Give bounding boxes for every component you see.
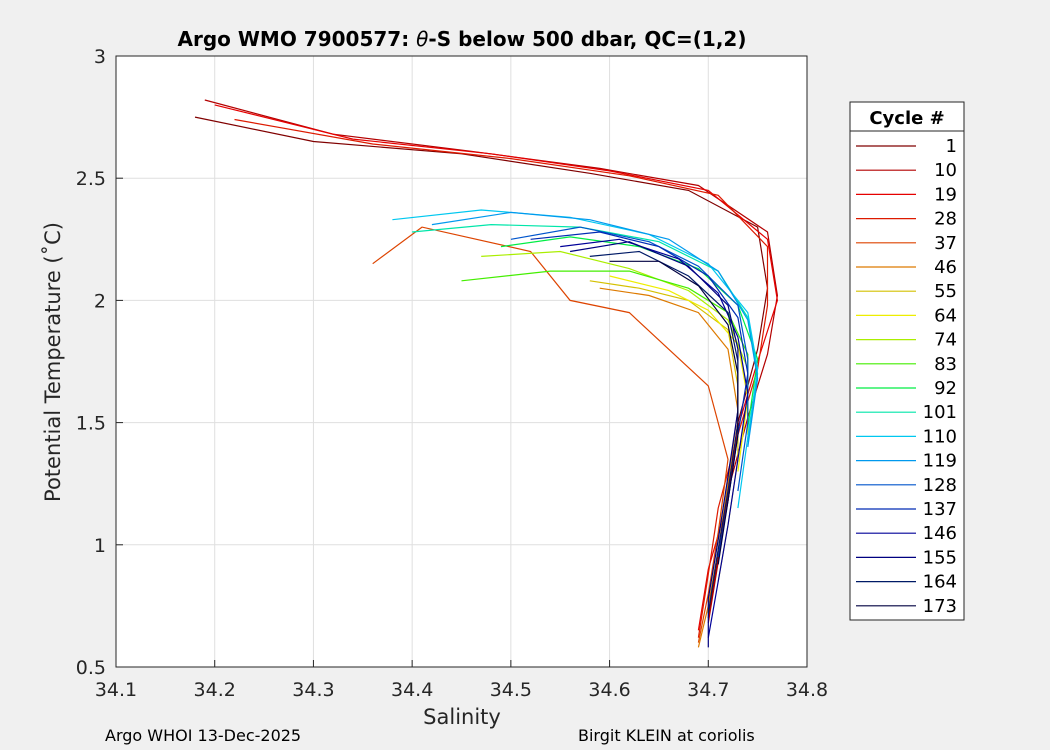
series-line-cycle-92 <box>500 236 759 428</box>
series-line-cycle-146 <box>560 238 749 638</box>
x-tick-label: 34.5 <box>490 679 532 701</box>
legend-label-cycle-146: 146 <box>923 523 957 544</box>
series-line-cycle-37 <box>372 226 729 643</box>
x-tick-label: 34.3 <box>292 679 334 701</box>
plot-border <box>115 55 808 668</box>
legend-label-cycle-19: 19 <box>934 184 957 205</box>
series-line-cycle-164 <box>589 250 739 614</box>
x-tick-labels: 34.1 34.2 34.3 34.4 34.5 34.6 34.7 34.8 <box>95 660 828 701</box>
series-line-cycle-119 <box>431 211 759 448</box>
y-axis-label: Potential Temperature (˚C) <box>41 222 65 502</box>
footer-right: Birgit KLEIN at coriolis <box>578 726 755 745</box>
legend-label-cycle-92: 92 <box>934 378 957 399</box>
y-tick-labels: 0.5 1 1.5 2 2.5 3 <box>76 46 123 679</box>
x-tick-label: 34.2 <box>194 679 236 701</box>
x-tick-label: 34.8 <box>786 679 828 701</box>
y-tick-label: 3 <box>94 46 106 68</box>
series-lines <box>194 99 779 648</box>
x-axis-label: Salinity <box>423 705 501 729</box>
series-line-cycle-128 <box>510 226 749 492</box>
series-line-cycle-173 <box>609 260 739 565</box>
y-tick-label: 0.5 <box>76 657 106 679</box>
legend-label-cycle-164: 164 <box>923 572 957 593</box>
x-tick-label: 34.7 <box>687 679 729 701</box>
chart-title: Argo WMO 7900577: θ-S below 500 dbar, QC… <box>178 27 747 51</box>
plot-area <box>115 55 808 668</box>
y-tick-label: 2.5 <box>76 168 106 190</box>
legend-label-cycle-74: 74 <box>934 330 957 351</box>
legend-entries: 1101928374655647483921011101191281371461… <box>856 136 957 617</box>
chart-title-suffix: -S below 500 dbar, QC=(1,2) <box>428 27 746 51</box>
legend-label-cycle-155: 155 <box>923 547 957 568</box>
series-line-cycle-64 <box>609 275 749 472</box>
legend-label-cycle-128: 128 <box>923 475 957 496</box>
footer-left: Argo WHOI 13-Dec-2025 <box>105 726 301 745</box>
chart-title-theta: θ <box>416 27 428 51</box>
series-line-cycle-28 <box>234 118 769 638</box>
x-tick-label: 34.4 <box>391 679 433 701</box>
legend-label-cycle-55: 55 <box>934 281 957 302</box>
legend-label-cycle-173: 173 <box>923 596 957 617</box>
legend-label-cycle-83: 83 <box>934 354 957 375</box>
x-tick-label: 34.1 <box>95 679 137 701</box>
legend-label-cycle-110: 110 <box>923 426 957 447</box>
legend-label-cycle-64: 64 <box>934 305 957 326</box>
series-line-cycle-101 <box>412 223 759 443</box>
chart-title-prefix: Argo WMO 7900577: <box>178 27 417 51</box>
legend-label-cycle-101: 101 <box>923 402 957 423</box>
series-line-cycle-83 <box>461 270 749 418</box>
legend-label-cycle-119: 119 <box>923 451 957 472</box>
legend: Cycle # 11019283746556474839210111011912… <box>849 101 965 621</box>
legend-label-cycle-37: 37 <box>934 233 957 254</box>
legend-label-cycle-1: 1 <box>946 136 957 157</box>
legend-label-cycle-137: 137 <box>923 499 957 520</box>
y-tick-label: 1 <box>94 535 106 557</box>
legend-label-cycle-28: 28 <box>934 209 957 230</box>
y-tick-label: 2 <box>94 290 106 312</box>
legend-label-cycle-46: 46 <box>934 257 957 278</box>
y-tick-label: 1.5 <box>76 413 106 435</box>
x-tick-label: 34.6 <box>588 679 630 701</box>
legend-label-cycle-10: 10 <box>934 160 957 181</box>
legend-title: Cycle # <box>869 108 944 129</box>
